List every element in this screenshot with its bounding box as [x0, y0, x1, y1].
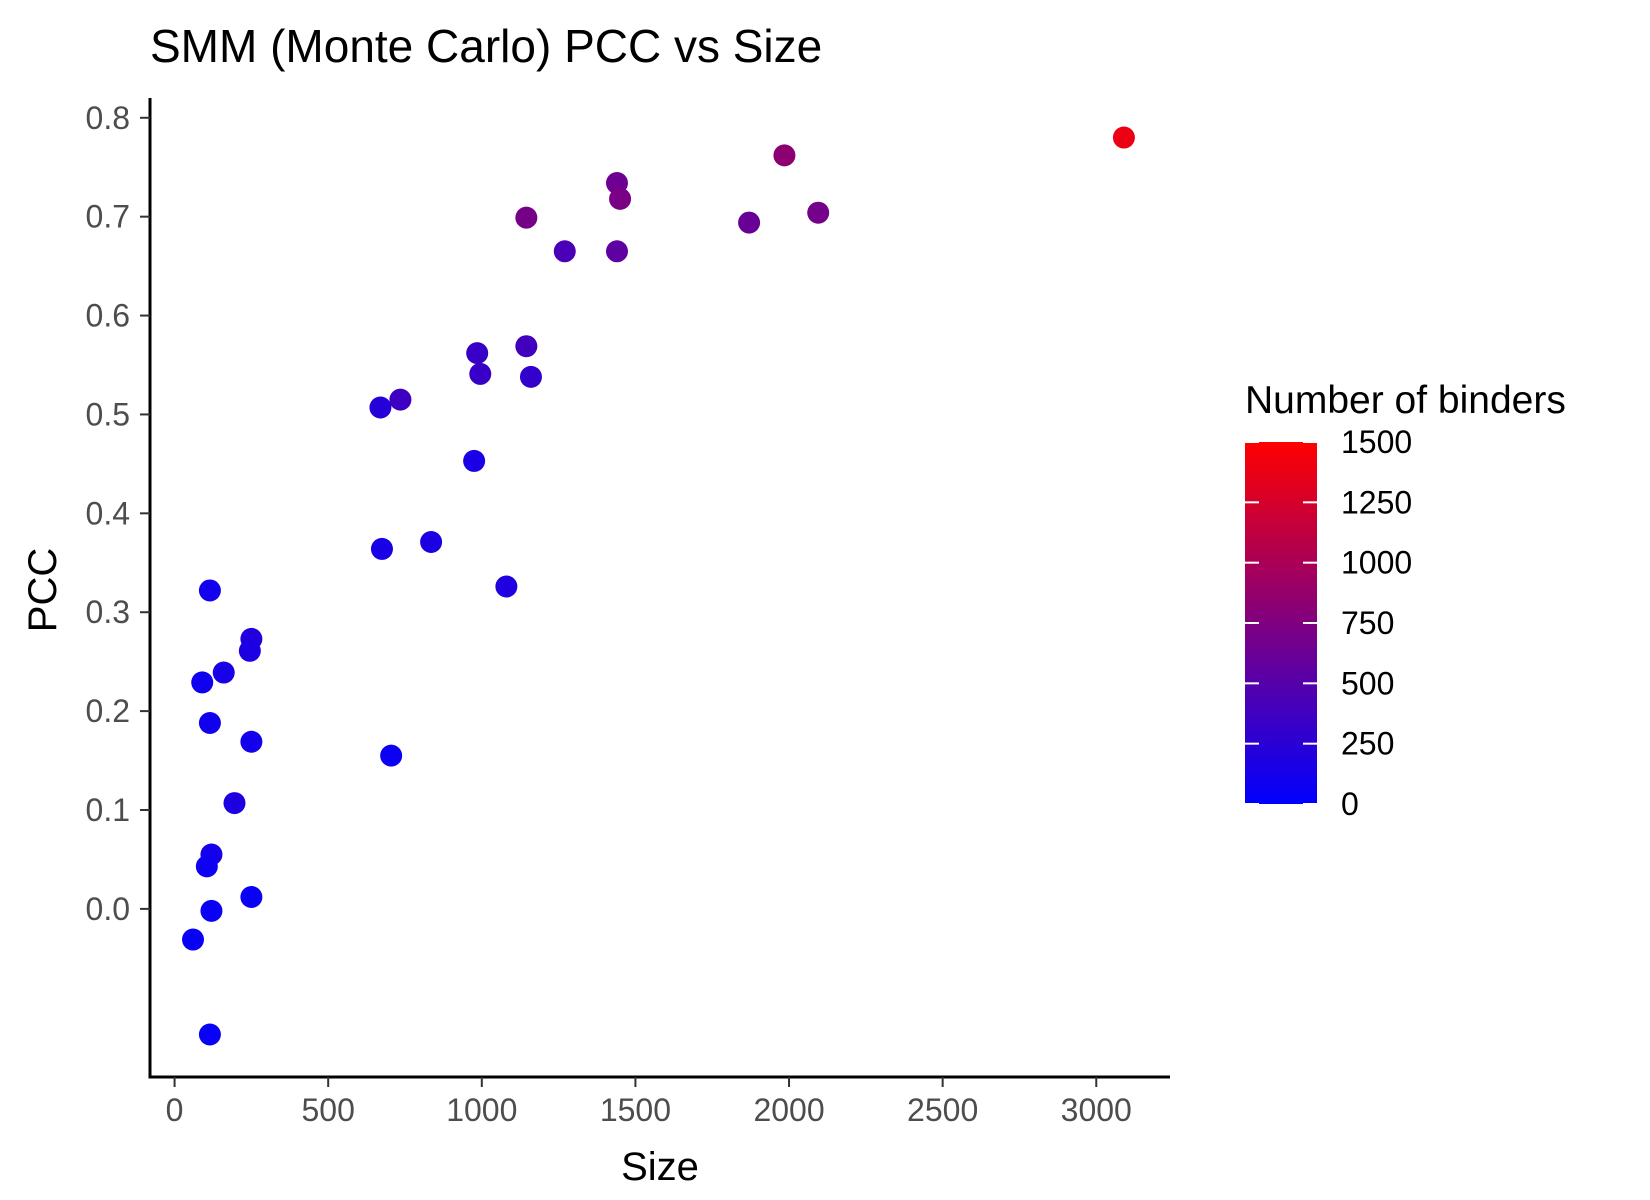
legend-tick-label: 0	[1341, 786, 1359, 822]
data-point	[463, 449, 486, 472]
legend-title: Number of binders	[1245, 379, 1566, 422]
x-tick-label: 2000	[753, 1092, 824, 1128]
x-tick-label: 1500	[600, 1092, 671, 1128]
x-tick-label: 1000	[446, 1092, 517, 1128]
data-point	[773, 144, 796, 167]
y-axis-title: PCC	[21, 548, 65, 632]
data-point	[1112, 126, 1135, 149]
data-point	[238, 639, 261, 662]
legend-tick-label: 750	[1341, 605, 1394, 641]
data-point	[369, 396, 392, 419]
data-point	[198, 1023, 221, 1046]
legend-tick-label: 1250	[1341, 484, 1412, 520]
data-point	[469, 362, 492, 385]
data-point	[240, 730, 263, 753]
y-tick-label: 0.1	[86, 792, 130, 828]
data-point	[195, 855, 218, 878]
y-tick-label: 0.7	[86, 199, 130, 235]
x-axis-ticks: 0 500 1000 1500 2000 2500 3000	[166, 1077, 1132, 1128]
data-point	[198, 711, 221, 734]
legend-tick-label: 500	[1341, 665, 1394, 701]
y-tick-label: 0.2	[86, 693, 130, 729]
data-point	[515, 206, 538, 229]
data-point	[605, 240, 628, 263]
data-point	[519, 365, 542, 388]
y-axis-ticks: 0.0 0.1 0.2 0.3 0.4 0.5 0.6 0.7 0.8	[86, 100, 150, 927]
x-tick-label: 500	[301, 1092, 354, 1128]
legend-tick-label: 1500	[1341, 424, 1412, 460]
y-tick-label: 0.0	[86, 891, 130, 927]
legend-tick-label: 1000	[1341, 545, 1412, 581]
data-point	[466, 342, 489, 365]
data-point	[200, 899, 223, 922]
color-legend: Number of binders 0 250 500 750 1000 1250 1500	[1245, 379, 1566, 822]
x-tick-label: 3000	[1061, 1092, 1132, 1128]
data-point	[389, 388, 412, 411]
data-point	[240, 886, 263, 909]
data-point	[223, 792, 246, 815]
data-point	[738, 211, 761, 234]
data-point	[212, 661, 235, 684]
y-tick-label: 0.4	[86, 495, 130, 531]
plot-area: 0 500 1000 1500 2000 2500 3000 0.0 0.1 0.2 0.3 0.4…	[86, 98, 1170, 1128]
x-tick-label: 0	[166, 1092, 184, 1128]
chart-title: SMM (Monte Carlo) PCC vs Size	[150, 20, 822, 72]
data-point	[370, 537, 393, 560]
y-tick-label: 0.8	[86, 100, 130, 136]
data-point	[515, 335, 538, 358]
data-point	[191, 671, 214, 694]
data-point	[198, 579, 221, 602]
legend-ticks: 0 250 500 750 1000 1250 1500	[1245, 424, 1412, 822]
data-point	[553, 240, 576, 263]
data-points	[182, 126, 1135, 1046]
data-point	[182, 928, 205, 951]
y-tick-label: 0.6	[86, 298, 130, 334]
data-point	[380, 744, 403, 767]
data-point	[420, 531, 443, 554]
x-tick-label: 2500	[907, 1092, 978, 1128]
x-axis-title: Size	[621, 1145, 699, 1189]
data-point	[495, 575, 518, 598]
legend-tick-label: 250	[1341, 726, 1394, 762]
y-tick-label: 0.5	[86, 396, 130, 432]
y-tick-label: 0.3	[86, 594, 130, 630]
data-point	[807, 201, 830, 224]
data-point	[609, 187, 632, 210]
